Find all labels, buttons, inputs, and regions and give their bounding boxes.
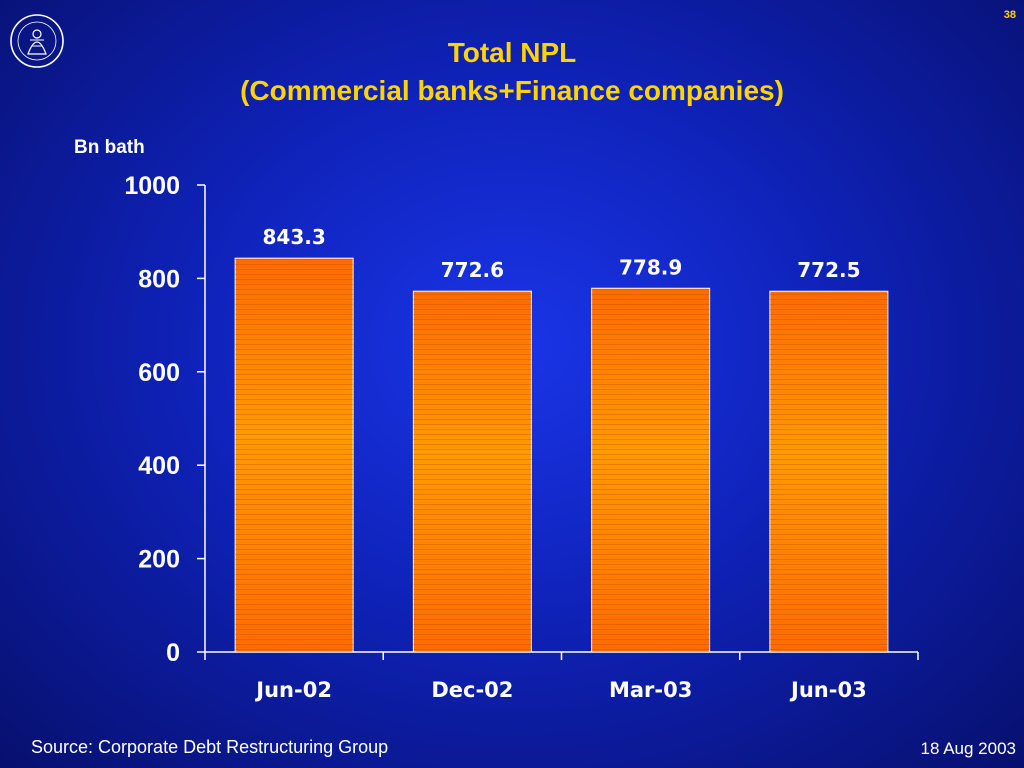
slide-number: 38 — [1003, 9, 1016, 21]
bar-stripes — [413, 291, 532, 652]
x-category-label: Jun-02 — [254, 678, 332, 702]
footer-date: 18 Aug 2003 — [920, 739, 1016, 758]
y-axis-unit-label: Bn bath — [74, 137, 145, 158]
bar-stripes — [591, 288, 710, 652]
y-tick-label: 0 — [166, 639, 180, 667]
bank-seal-logo — [10, 14, 64, 68]
title-line-2: (Commercial banks+Finance companies) — [240, 75, 784, 106]
source-note: Source: Corporate Debt Restructuring Gro… — [31, 737, 389, 757]
data-label: 772.6 — [441, 258, 504, 282]
y-tick-label: 600 — [138, 359, 180, 387]
y-tick-label: 200 — [138, 546, 180, 574]
x-category-label: Jun-03 — [789, 678, 867, 702]
data-label: 772.5 — [797, 258, 860, 282]
x-category-label: Mar-03 — [609, 678, 692, 702]
x-category-label: Dec-02 — [431, 678, 513, 702]
y-tick-label: 1000 — [124, 172, 180, 200]
y-tick-label: 800 — [138, 265, 180, 293]
title-line-1: Total NPL — [447, 37, 577, 68]
data-label: 778.9 — [619, 255, 682, 279]
y-tick-label: 400 — [138, 452, 180, 480]
bar-stripes — [235, 258, 354, 652]
slide-title: Total NPL (Commercial banks+Finance comp… — [0, 34, 1024, 110]
data-label: 843.3 — [262, 225, 325, 249]
bar-stripes — [769, 291, 888, 652]
